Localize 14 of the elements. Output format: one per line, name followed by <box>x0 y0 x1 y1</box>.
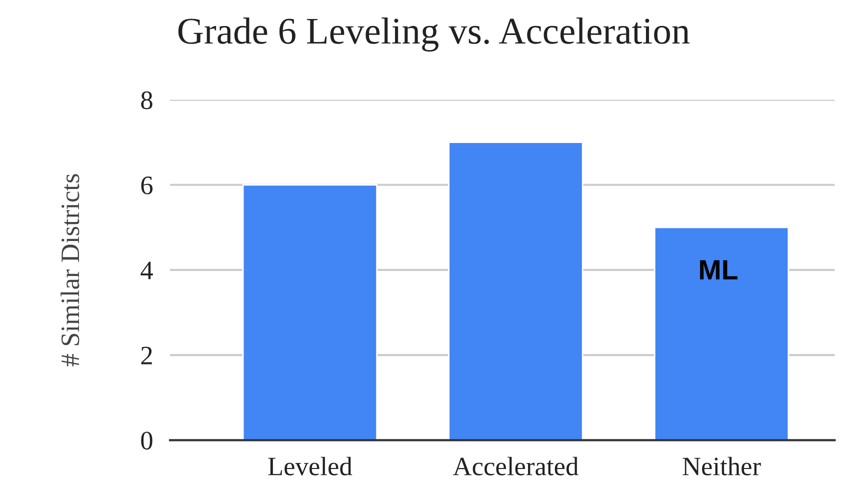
y-tick-label: 8 <box>141 91 152 110</box>
bar <box>242 184 378 440</box>
x-tick-label: Leveled <box>268 456 352 476</box>
annotation: ML <box>700 260 738 280</box>
chart-title: Grade 6 Leveling vs. Acceleration <box>178 18 690 52</box>
y-axis-title: # Similar Districts <box>60 174 80 366</box>
y-tick-label: 4 <box>140 262 153 280</box>
bar <box>448 142 584 440</box>
bar <box>654 226 790 440</box>
x-tick-label: Accelerated <box>452 456 578 476</box>
y-tick-label: 6 <box>141 176 153 194</box>
x-tick-label: Neither <box>682 456 761 476</box>
y-tick-label: 0 <box>141 432 152 450</box>
y-tick-label: 2 <box>141 346 152 364</box>
